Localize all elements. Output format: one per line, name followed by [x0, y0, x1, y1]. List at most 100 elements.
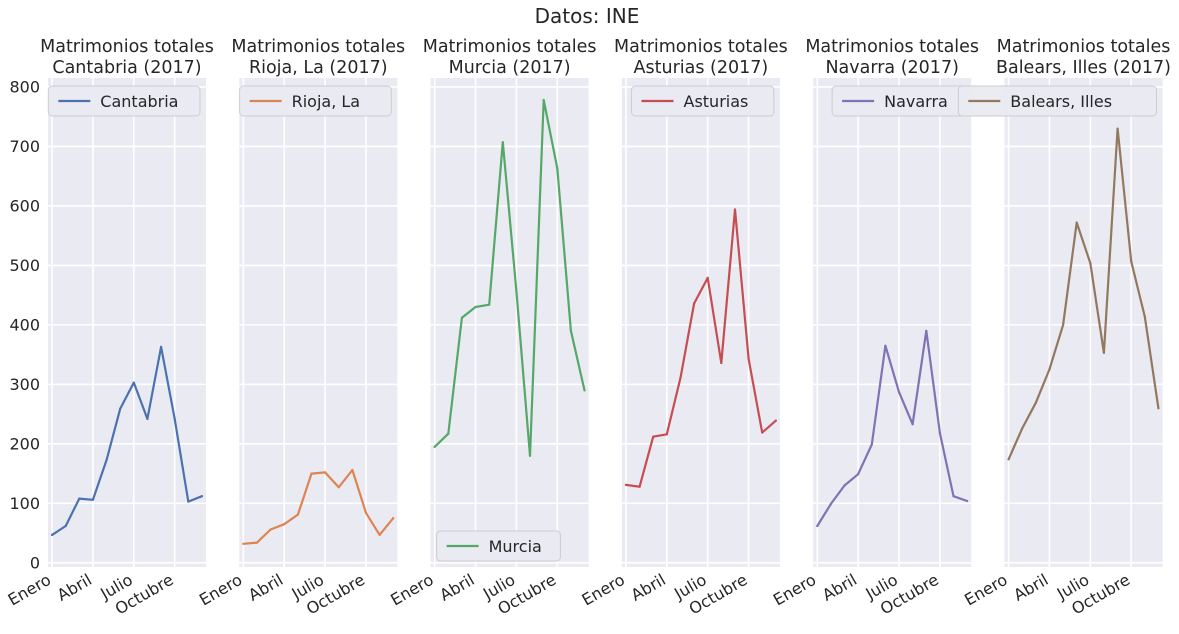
legend-box: [47, 85, 201, 117]
data-point: [474, 305, 477, 309]
y-tick-label: 600: [9, 196, 40, 215]
legend-label: Murcia: [489, 537, 542, 556]
data-point: [692, 302, 696, 305]
data-point: [337, 486, 340, 489]
y-tick-label: 0: [30, 553, 40, 572]
legend-label: Balears, Illes: [1010, 92, 1112, 111]
legend: Asturias: [631, 85, 775, 117]
data-point: [843, 484, 846, 487]
series-line: [624, 208, 777, 488]
x-tick-label: Abril: [1010, 570, 1051, 605]
legend: Navarra: [831, 85, 966, 117]
data-point: [1102, 351, 1106, 354]
data-point: [1021, 427, 1024, 430]
data-point: [569, 329, 572, 332]
subplot-title-line: Balears, Illes (2017): [996, 58, 1171, 78]
y-tick-label: 300: [9, 375, 40, 394]
plot-area: [48, 78, 206, 567]
subplot-title: Matrimonios totales Asturias (2017): [614, 37, 788, 78]
x-tick-label: Abril: [436, 570, 477, 605]
data-point: [583, 389, 586, 392]
plot-area: [1004, 78, 1163, 567]
legend-label: Navarra: [884, 92, 948, 111]
data-point: [132, 381, 135, 384]
series-line: [242, 468, 395, 545]
series-line: [50, 345, 203, 537]
data-point: [1130, 260, 1133, 263]
data-point: [433, 445, 436, 448]
data-point: [324, 471, 327, 474]
subplot-title-line: Asturias (2017): [634, 58, 769, 78]
data-point: [187, 500, 190, 503]
y-tick-label: 800: [9, 77, 40, 96]
data-point: [542, 98, 545, 102]
data-point: [1089, 261, 1092, 265]
data-point: [747, 357, 750, 360]
data-point: [761, 431, 764, 434]
subplot-title: Matrimonios totales Navarra (2017): [805, 37, 979, 78]
plot-area: [621, 78, 780, 567]
data-point: [528, 454, 532, 457]
series-line: [816, 329, 969, 528]
legend: Cantabria: [47, 85, 201, 117]
subplot-title: Matrimonios totales Cantabria (2017): [40, 37, 214, 78]
data-point: [105, 458, 108, 462]
data-point: [624, 483, 628, 487]
y-tick-label: 500: [9, 256, 40, 275]
data-point: [652, 435, 655, 438]
data-point: [638, 485, 641, 488]
data-point: [966, 499, 969, 503]
subplot-title: Matrimonios totales Murcia (2017): [423, 37, 597, 78]
plot-area: [239, 78, 398, 567]
y-tick-label: 200: [9, 434, 40, 453]
figure-suptitle: Datos: INE: [535, 4, 640, 28]
legend: Balears, Illes: [957, 85, 1157, 117]
data-point: [501, 141, 504, 144]
data-point: [706, 276, 709, 279]
subplot-title-line: Matrimonios totales: [614, 37, 788, 57]
legend-box: [239, 85, 392, 117]
subplot-title-line: Matrimonios totales: [40, 37, 214, 57]
x-tick-label: Enero: [770, 570, 819, 610]
legend-box: [957, 85, 1157, 117]
data-point: [679, 376, 682, 379]
subplot-title-line: Matrimonios totales: [231, 37, 405, 57]
data-point: [897, 391, 901, 394]
data-point: [64, 524, 67, 528]
subplot-title-line: Rioja, La (2017): [249, 58, 388, 78]
data-point: [255, 541, 259, 544]
data-point: [1048, 368, 1051, 371]
x-tick-label: Enero: [5, 570, 54, 610]
plot-area: [813, 78, 972, 567]
data-point: [1116, 127, 1119, 130]
data-point: [1007, 458, 1010, 461]
data-point: [829, 502, 833, 506]
data-point: [364, 511, 368, 514]
plot-area: [430, 78, 589, 567]
data-point: [1061, 323, 1065, 326]
legend: Rioja, La: [239, 85, 392, 117]
series-line: [433, 98, 586, 457]
data-point: [200, 495, 204, 498]
subplot-title-line: Murcia (2017): [449, 58, 571, 78]
data-point: [720, 361, 723, 365]
data-point: [556, 167, 559, 170]
data-point: [1075, 221, 1078, 224]
subplot-title-line: Matrimonios totales: [997, 37, 1171, 57]
x-tick-label: Abril: [628, 570, 669, 605]
subplot-title-line: Cantabria (2017): [52, 58, 201, 78]
data-point: [952, 495, 955, 498]
data-point: [378, 533, 381, 536]
x-tick-label: Abril: [819, 570, 860, 605]
data-point: [310, 472, 313, 475]
data-point: [733, 208, 737, 211]
data-point: [159, 345, 163, 348]
data-point: [488, 303, 491, 306]
